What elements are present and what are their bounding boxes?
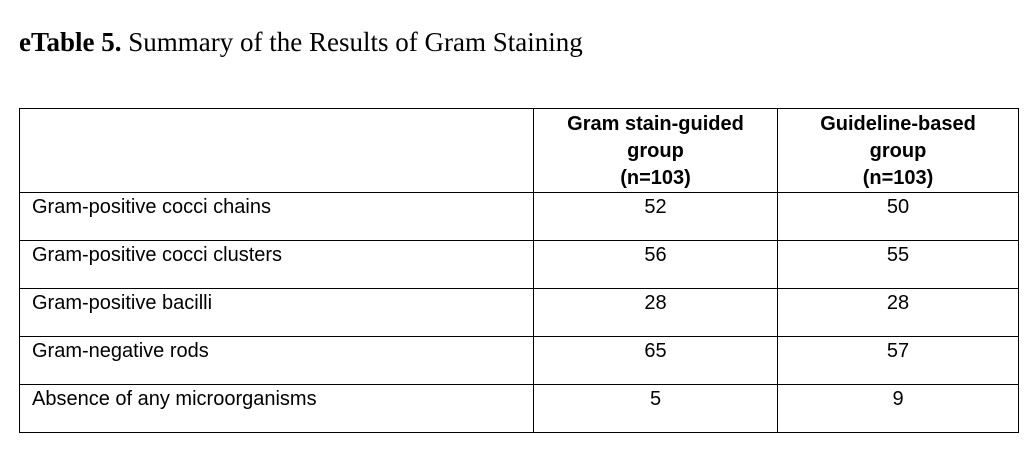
gram-stain-guided-value: 65 bbox=[533, 336, 778, 385]
row-label: Gram-positive cocci clusters bbox=[19, 240, 534, 289]
header-line: group bbox=[627, 140, 684, 162]
table-caption: eTable 5. Summary of the Results of Gram… bbox=[19, 22, 583, 62]
row-label: Absence of any microorganisms bbox=[19, 384, 534, 433]
gram-stain-guided-value: 56 bbox=[533, 240, 778, 289]
header-line: group bbox=[869, 140, 927, 162]
guideline-based-value: 57 bbox=[777, 336, 1019, 385]
header-line: Gram stain-guided bbox=[567, 113, 744, 135]
table-row: Absence of any microorganisms 5 9 bbox=[19, 384, 1019, 433]
row-label: Gram-positive cocci chains bbox=[19, 192, 534, 241]
header-line: (n=103) bbox=[862, 167, 934, 189]
guideline-based-value: 28 bbox=[777, 288, 1019, 337]
guideline-based-value: 9 bbox=[777, 384, 1019, 433]
gram-stain-guided-value: 28 bbox=[533, 288, 778, 337]
gram-stain-guided-value: 52 bbox=[533, 192, 778, 241]
table-row: Gram-negative rods 65 57 bbox=[19, 336, 1019, 385]
header-line: Guideline-based bbox=[820, 113, 976, 135]
table-row: Gram-positive cocci chains 52 50 bbox=[19, 192, 1019, 241]
table-row: Gram-positive bacilli 28 28 bbox=[19, 288, 1019, 337]
row-label: Gram-negative rods bbox=[19, 336, 534, 385]
table-header-row: Gram stain-guided group (n=103) Guidelin… bbox=[19, 108, 1019, 193]
caption-title: Summary of the Results of Gram Staining bbox=[128, 27, 583, 57]
results-table: Gram stain-guided group (n=103) Guidelin… bbox=[19, 108, 1019, 433]
header-gram-stain-guided: Gram stain-guided group (n=103) bbox=[533, 108, 778, 193]
guideline-based-value: 50 bbox=[777, 192, 1019, 241]
caption-label: eTable 5. bbox=[19, 27, 122, 57]
guideline-based-value: 55 bbox=[777, 240, 1019, 289]
header-line: (n=103) bbox=[620, 167, 691, 189]
row-label: Gram-positive bacilli bbox=[19, 288, 534, 337]
table-row: Gram-positive cocci clusters 56 55 bbox=[19, 240, 1019, 289]
header-guideline-based: Guideline-based group (n=103) bbox=[777, 108, 1019, 193]
gram-stain-guided-value: 5 bbox=[533, 384, 778, 433]
header-empty-cell bbox=[19, 108, 534, 193]
